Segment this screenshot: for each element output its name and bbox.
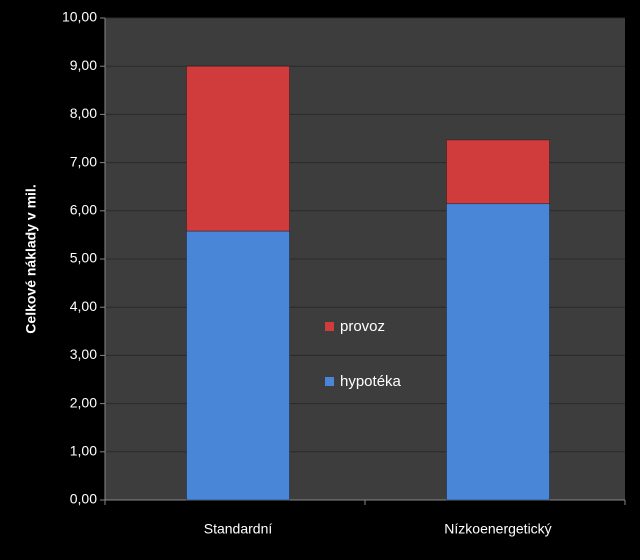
- y-tick-label: 5,00: [70, 250, 97, 266]
- bar-segment: [186, 230, 290, 501]
- legend-label: provoz: [340, 318, 385, 335]
- x-tick-label: Standardní: [204, 521, 273, 537]
- bar-segment: [186, 65, 290, 232]
- y-tick-label: 10,00: [62, 9, 97, 25]
- y-tick-label: 0,00: [70, 491, 97, 507]
- y-axis-title: Celkové náklady v mil.: [23, 184, 39, 333]
- y-tick-label: 1,00: [70, 443, 97, 459]
- y-tick-label: 9,00: [70, 57, 97, 73]
- x-tick-label: Nízkoenergetický: [444, 521, 551, 537]
- y-tick-label: 2,00: [70, 394, 97, 410]
- bar-segment: [446, 203, 550, 501]
- y-tick-label: 7,00: [70, 153, 97, 169]
- bar-segment: [446, 139, 550, 205]
- legend-swatch: [325, 377, 334, 386]
- y-tick-label: 3,00: [70, 346, 97, 362]
- legend-swatch: [325, 322, 334, 331]
- legend-label: hypotéka: [340, 373, 402, 390]
- y-tick-label: 4,00: [70, 298, 97, 314]
- y-tick-label: 6,00: [70, 202, 97, 218]
- y-tick-label: 8,00: [70, 105, 97, 121]
